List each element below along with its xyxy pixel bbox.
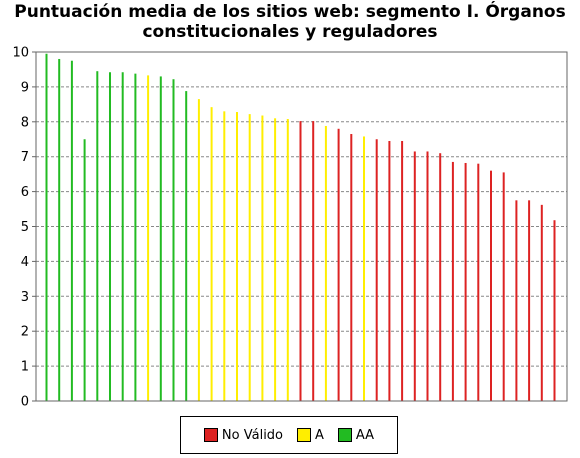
bar xyxy=(553,220,556,401)
bar xyxy=(528,200,531,401)
bar xyxy=(477,163,480,401)
bar xyxy=(490,170,492,401)
bar xyxy=(401,140,404,401)
bar xyxy=(299,121,302,402)
bar xyxy=(172,79,175,402)
legend-swatch-no-valido xyxy=(203,428,218,442)
plot-frame xyxy=(35,51,568,402)
legend-label-no-valido: No Válido xyxy=(221,427,284,443)
bar xyxy=(121,72,124,401)
bar xyxy=(70,60,73,401)
y-axis: 0 1 2 3 4 5 6 7 8 9 10 xyxy=(12,46,36,410)
bar xyxy=(312,121,315,402)
bar xyxy=(147,75,150,402)
y-tick-label: 8 xyxy=(21,115,29,130)
legend: No Válido A AA xyxy=(180,416,398,454)
chart-title-line-1: Puntuación media de los sitios web: segm… xyxy=(14,2,566,22)
y-tick-label: 5 xyxy=(21,220,29,235)
bar xyxy=(515,200,518,401)
bar xyxy=(109,72,111,401)
y-tick-label: 7 xyxy=(21,150,29,165)
y-tick-label: 0 xyxy=(21,395,29,410)
y-tick-label: 9 xyxy=(21,80,29,95)
bar xyxy=(223,111,226,401)
bar xyxy=(185,91,188,401)
bar xyxy=(210,107,213,401)
legend-item-aa: AA xyxy=(337,427,375,443)
y-tick-label: 10 xyxy=(12,46,29,61)
y-tick-label: 1 xyxy=(21,360,29,375)
bar xyxy=(426,151,429,401)
bar xyxy=(439,153,442,401)
bar xyxy=(388,140,391,401)
legend-swatch-a xyxy=(297,428,312,442)
y-tick-label: 6 xyxy=(21,185,29,200)
bars xyxy=(45,53,556,402)
bar xyxy=(83,139,86,401)
legend-label-aa: AA xyxy=(355,427,375,443)
legend-swatch-aa xyxy=(337,428,352,442)
bar xyxy=(337,128,340,401)
y-tick-label: 2 xyxy=(21,325,29,340)
chart-title: Puntuación media de los sitios web: segm… xyxy=(0,2,580,42)
bar xyxy=(413,151,416,401)
bar xyxy=(236,112,238,401)
bar xyxy=(363,136,365,401)
bar xyxy=(324,125,327,401)
bar xyxy=(261,115,264,401)
bar xyxy=(274,118,277,401)
bar xyxy=(248,114,251,401)
legend-label-a: A xyxy=(315,427,324,443)
bar xyxy=(286,119,289,402)
bar xyxy=(134,73,137,401)
bar xyxy=(197,99,200,402)
bar xyxy=(350,134,353,401)
bar xyxy=(502,172,505,401)
bar xyxy=(159,76,162,402)
legend-item-no-valido: No Válido xyxy=(203,427,284,443)
bar xyxy=(375,139,378,401)
y-tick-label: 3 xyxy=(21,290,29,305)
legend-item-a: A xyxy=(297,428,324,443)
bar xyxy=(58,58,61,401)
bar xyxy=(45,53,48,402)
chart-title-line-2: constitucionales y reguladores xyxy=(142,22,438,42)
y-tick-label: 4 xyxy=(21,255,29,270)
bar xyxy=(96,71,99,401)
bar xyxy=(451,161,454,401)
bar xyxy=(464,162,467,401)
bar xyxy=(540,204,543,401)
